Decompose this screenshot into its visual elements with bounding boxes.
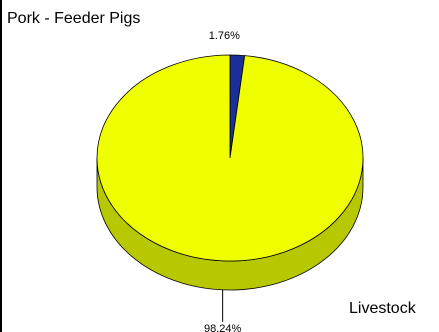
pie-slice-1: [96, 54, 364, 262]
legend-label: Livestock: [349, 300, 416, 317]
left-border: [0, 0, 2, 332]
data-labels: 1.76% 98.24%: [204, 30, 242, 332]
pie-slices: [96, 54, 364, 262]
data-label-0: 1.76%: [209, 30, 240, 42]
chart-title: Pork - Feeder Pigs: [7, 10, 141, 27]
data-label-1: 98.24%: [204, 323, 242, 332]
